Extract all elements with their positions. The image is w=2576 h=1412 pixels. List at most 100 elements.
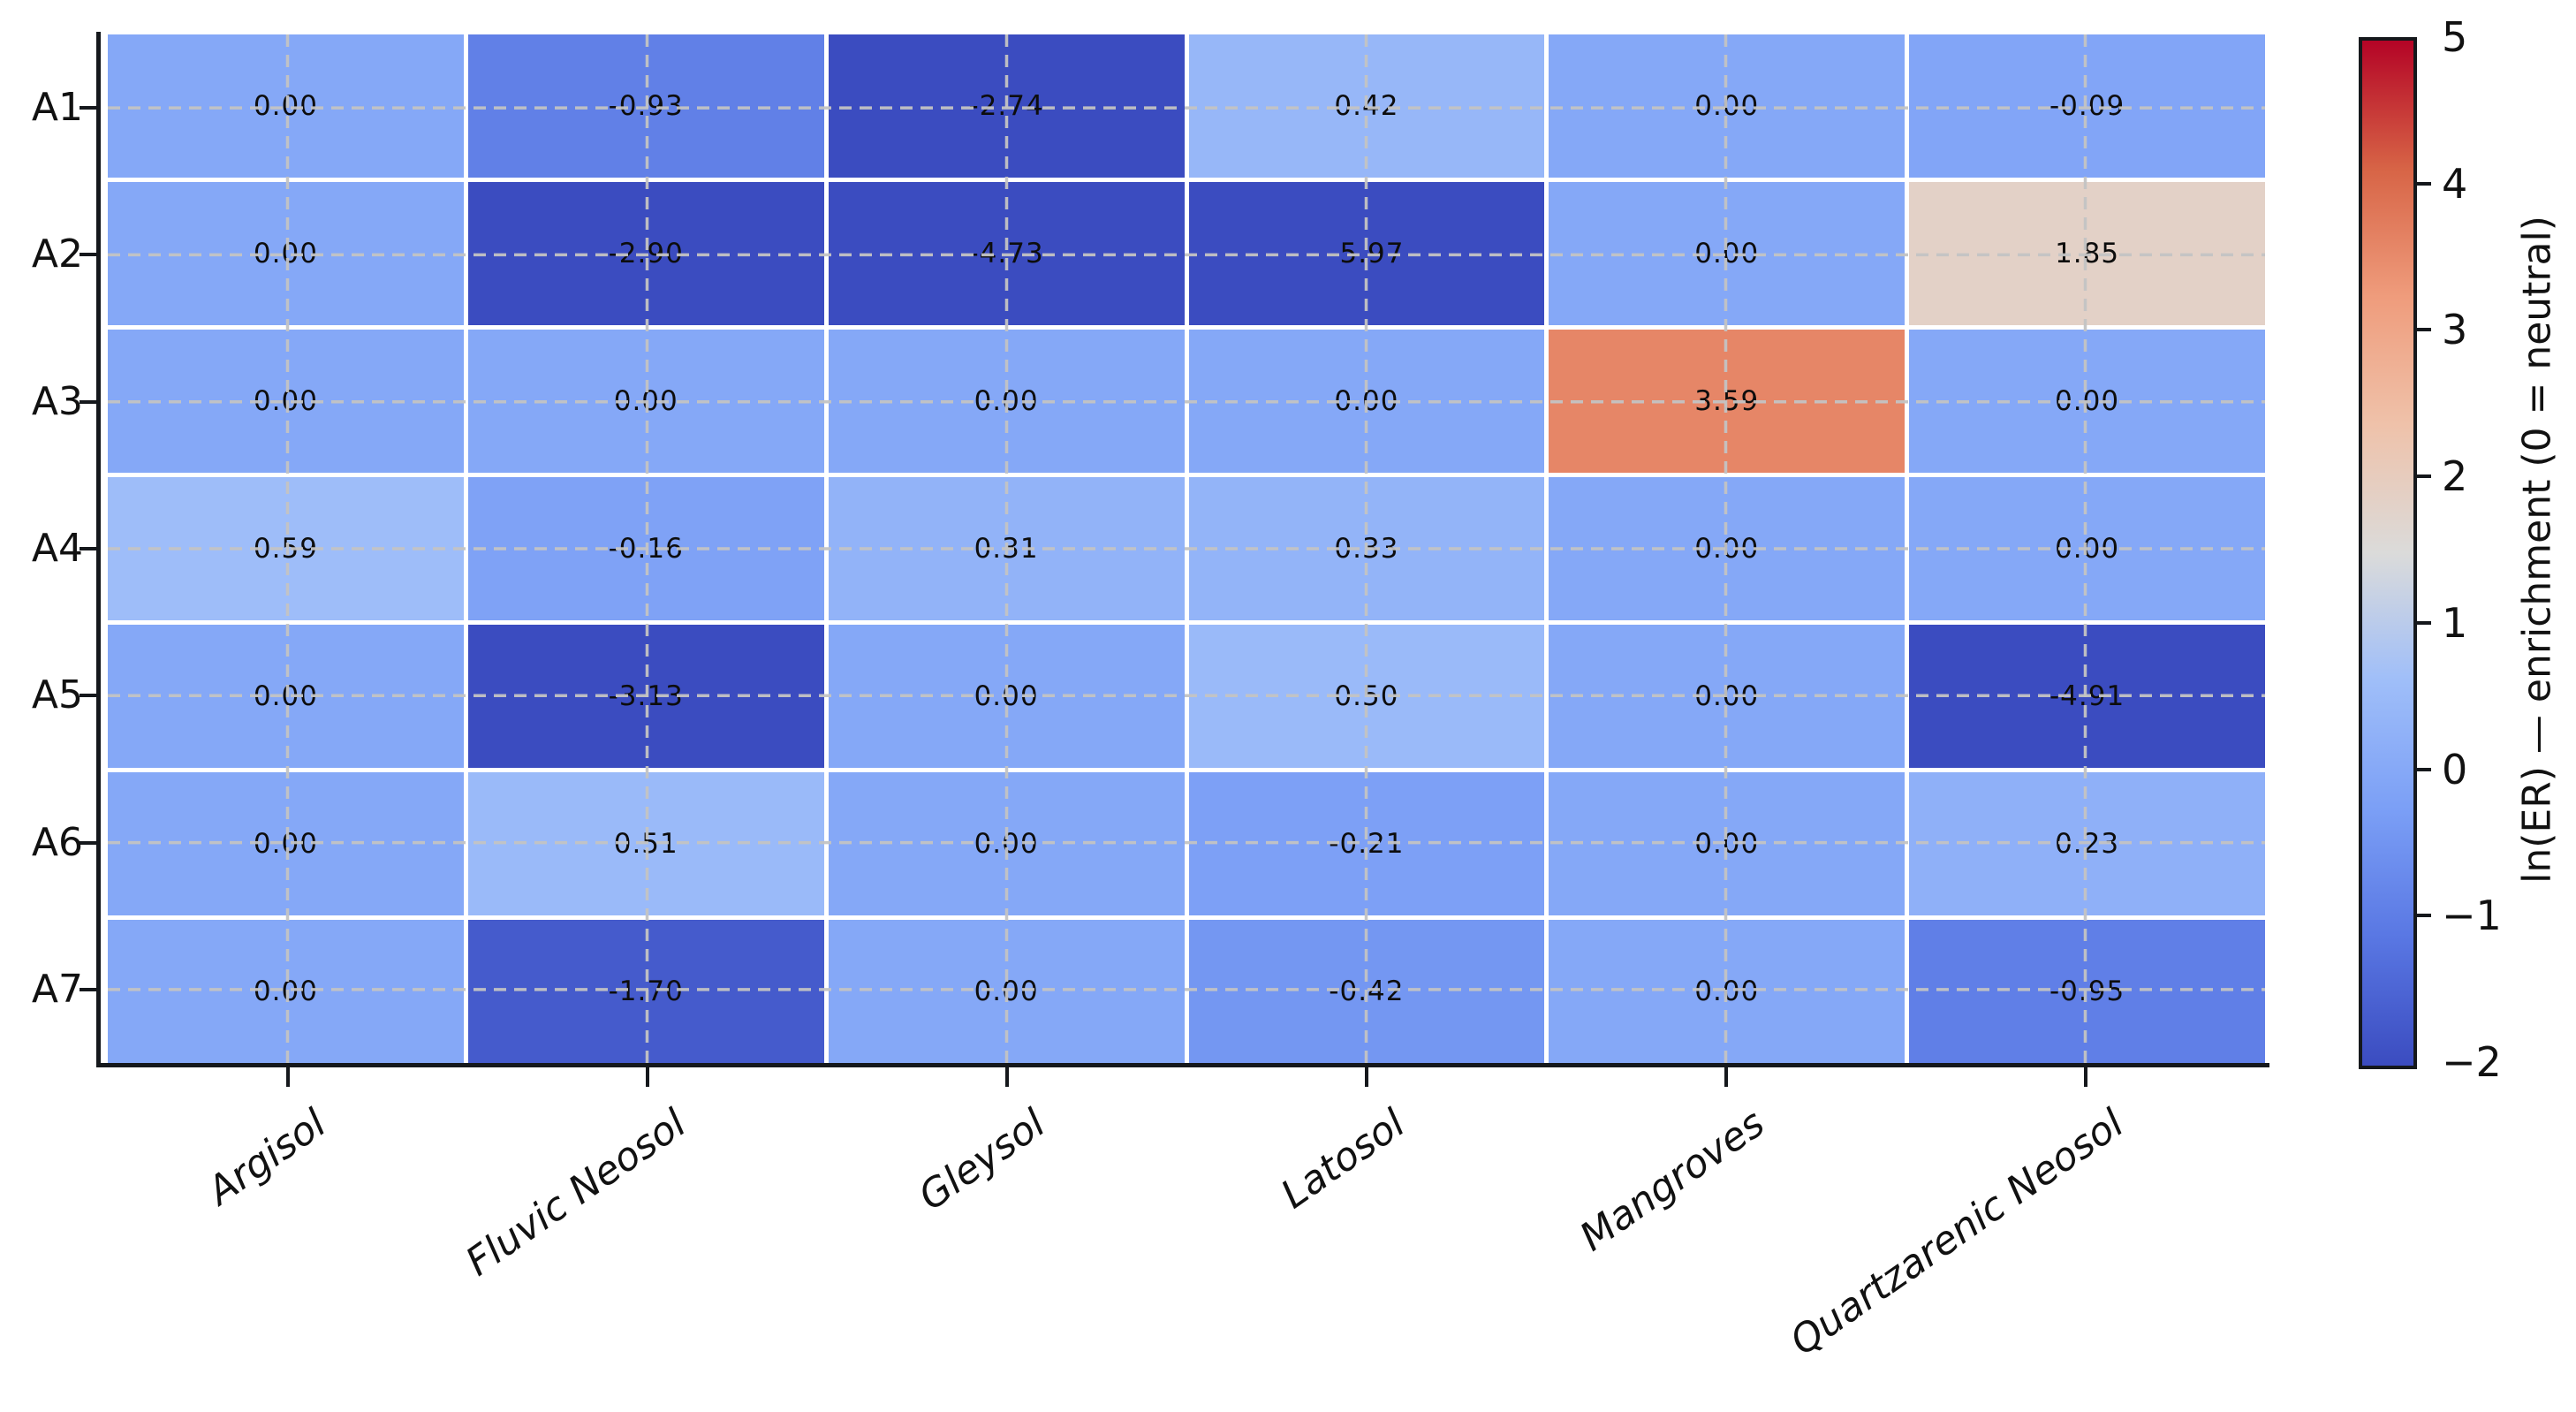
heatmap-cell: 0.00 <box>108 330 464 473</box>
cell-value: 0.00 <box>974 680 1039 712</box>
heatmap-cell: 0.00 <box>828 625 1185 768</box>
x-tick <box>1724 1067 1728 1087</box>
cell-value: -0.42 <box>1329 975 1405 1007</box>
colorbar-axis-label: ln(ER) — enrichment (0 = neutral) <box>2514 216 2560 884</box>
y-tick-label: A6 <box>31 819 83 865</box>
cell-value: 0.00 <box>1694 680 1760 712</box>
heatmap-cell: 0.00 <box>108 920 464 1063</box>
heatmap-cell: 0.31 <box>828 477 1185 620</box>
x-tick-label: Latosol <box>1273 1100 1413 1218</box>
cell-value: 0.00 <box>974 828 1039 860</box>
colorbar-tick-label: 3 <box>2442 306 2468 354</box>
colorbar-tick-label: 1 <box>2442 598 2468 647</box>
colorbar-tick-label: 4 <box>2442 159 2468 208</box>
cell-value: 0.00 <box>2055 533 2120 565</box>
cell-value: -4.73 <box>968 238 1044 269</box>
colorbar-tick <box>2415 474 2431 479</box>
heatmap-cell: 0.00 <box>1549 772 1905 915</box>
cell-value: 0.00 <box>253 385 318 417</box>
y-tick-label: A3 <box>31 378 83 424</box>
cell-value: 0.00 <box>1694 238 1760 269</box>
cell-value: 0.00 <box>1334 385 1399 417</box>
y-axis-spine <box>96 32 101 1067</box>
x-tick <box>2083 1067 2087 1087</box>
heatmap-cell: -1.70 <box>467 920 824 1063</box>
colorbar-tick <box>2415 181 2431 186</box>
colorbar-tick-label: −1 <box>2442 892 2502 940</box>
x-tick-label: Fluvic Neosol <box>457 1100 694 1286</box>
heatmap-cell: 0.00 <box>1909 330 2265 473</box>
cell-value: 0.00 <box>1694 533 1760 565</box>
heatmap-cell: -3.13 <box>467 625 824 768</box>
cell-value: -2.90 <box>608 238 684 269</box>
heatmap-cell: -0.93 <box>467 34 824 178</box>
cell-value: 0.00 <box>1694 975 1760 1007</box>
cell-value: 0.23 <box>2055 828 2120 860</box>
cell-value: 3.59 <box>1694 385 1760 417</box>
cell-value: 0.00 <box>253 975 318 1007</box>
x-tick <box>1364 1067 1368 1087</box>
cell-value: -0.93 <box>608 90 684 122</box>
heatmap-cell: 0.00 <box>828 772 1185 915</box>
cell-value: 0.59 <box>253 533 318 565</box>
heatmap-cell: 1.85 <box>1909 182 2265 325</box>
heatmap-cell: 0.00 <box>1549 625 1905 768</box>
heatmap-cell: 3.59 <box>1549 330 1905 473</box>
cell-value: 0.42 <box>1334 90 1399 122</box>
cell-value: 0.00 <box>2055 385 2120 417</box>
colorbar-tick <box>2415 620 2431 625</box>
heatmap-cell: 0.59 <box>108 477 464 620</box>
heatmap-cell: 0.33 <box>1188 477 1545 620</box>
cell-value: -4.91 <box>2049 680 2125 712</box>
y-tick-label: A2 <box>31 232 83 277</box>
cell-value: 0.00 <box>974 975 1039 1007</box>
cell-value: -0.16 <box>608 533 684 565</box>
x-axis-spine <box>96 1063 2269 1067</box>
heatmap-cell: -4.73 <box>828 182 1185 325</box>
cell-value: -1.70 <box>608 975 684 1007</box>
heatmap-cell: 0.00 <box>828 920 1185 1063</box>
x-tick <box>1004 1067 1009 1087</box>
colorbar <box>2359 37 2417 1069</box>
heatmap-cell: -0.21 <box>1188 772 1545 915</box>
cell-value: -0.21 <box>1329 828 1405 860</box>
cell-value: 0.00 <box>253 828 318 860</box>
y-tick <box>80 399 97 404</box>
cell-value: -5.97 <box>1329 238 1405 269</box>
colorbar-tick-label: 2 <box>2442 452 2468 501</box>
cell-value: 0.00 <box>974 385 1039 417</box>
x-tick-label: Quartzarenic Neosol <box>1782 1100 2133 1365</box>
y-tick <box>80 987 97 991</box>
y-tick <box>80 547 97 550</box>
colorbar-tick-label: −2 <box>2442 1038 2502 1086</box>
cell-value: -0.95 <box>2049 975 2125 1007</box>
cell-value: 0.00 <box>253 680 318 712</box>
y-tick-label: A5 <box>31 672 83 718</box>
heatmap-cell: 0.00 <box>1188 330 1545 473</box>
heatmap-cell: -0.42 <box>1188 920 1545 1063</box>
cell-value: 0.00 <box>253 238 318 269</box>
y-tick <box>80 106 97 110</box>
heatmap-cell: -5.97 <box>1188 182 1545 325</box>
heatmap-cell: 0.00 <box>108 625 464 768</box>
x-tick <box>285 1067 290 1087</box>
cell-value: -0.09 <box>2049 90 2125 122</box>
cell-value: 1.85 <box>2055 238 2120 269</box>
heatmap-cell: 0.00 <box>108 34 464 178</box>
y-tick <box>80 840 97 845</box>
heatmap-cell: 0.00 <box>467 330 824 473</box>
x-tick-label: Mangroves <box>1572 1100 1773 1261</box>
y-tick <box>80 253 97 257</box>
heatmap-cell: 0.00 <box>1549 34 1905 178</box>
heatmap-cell: 0.00 <box>1549 920 1905 1063</box>
heatmap-cell: -0.95 <box>1909 920 2265 1063</box>
heatmap-cell: 0.00 <box>1909 477 2265 620</box>
colorbar-tick <box>2415 328 2431 332</box>
heatmap-cell: 0.00 <box>1549 477 1905 620</box>
colorbar-tick <box>2415 914 2431 918</box>
heatmap-grid: 0.00 -0.93 -2.74 0.42 0.00 -0.09 0.00 -2.90 -4.7… <box>108 34 2265 1063</box>
cell-value: 0.00 <box>1694 828 1760 860</box>
cell-value: 0.50 <box>1334 680 1399 712</box>
x-tick-label: Argisol <box>199 1100 335 1214</box>
